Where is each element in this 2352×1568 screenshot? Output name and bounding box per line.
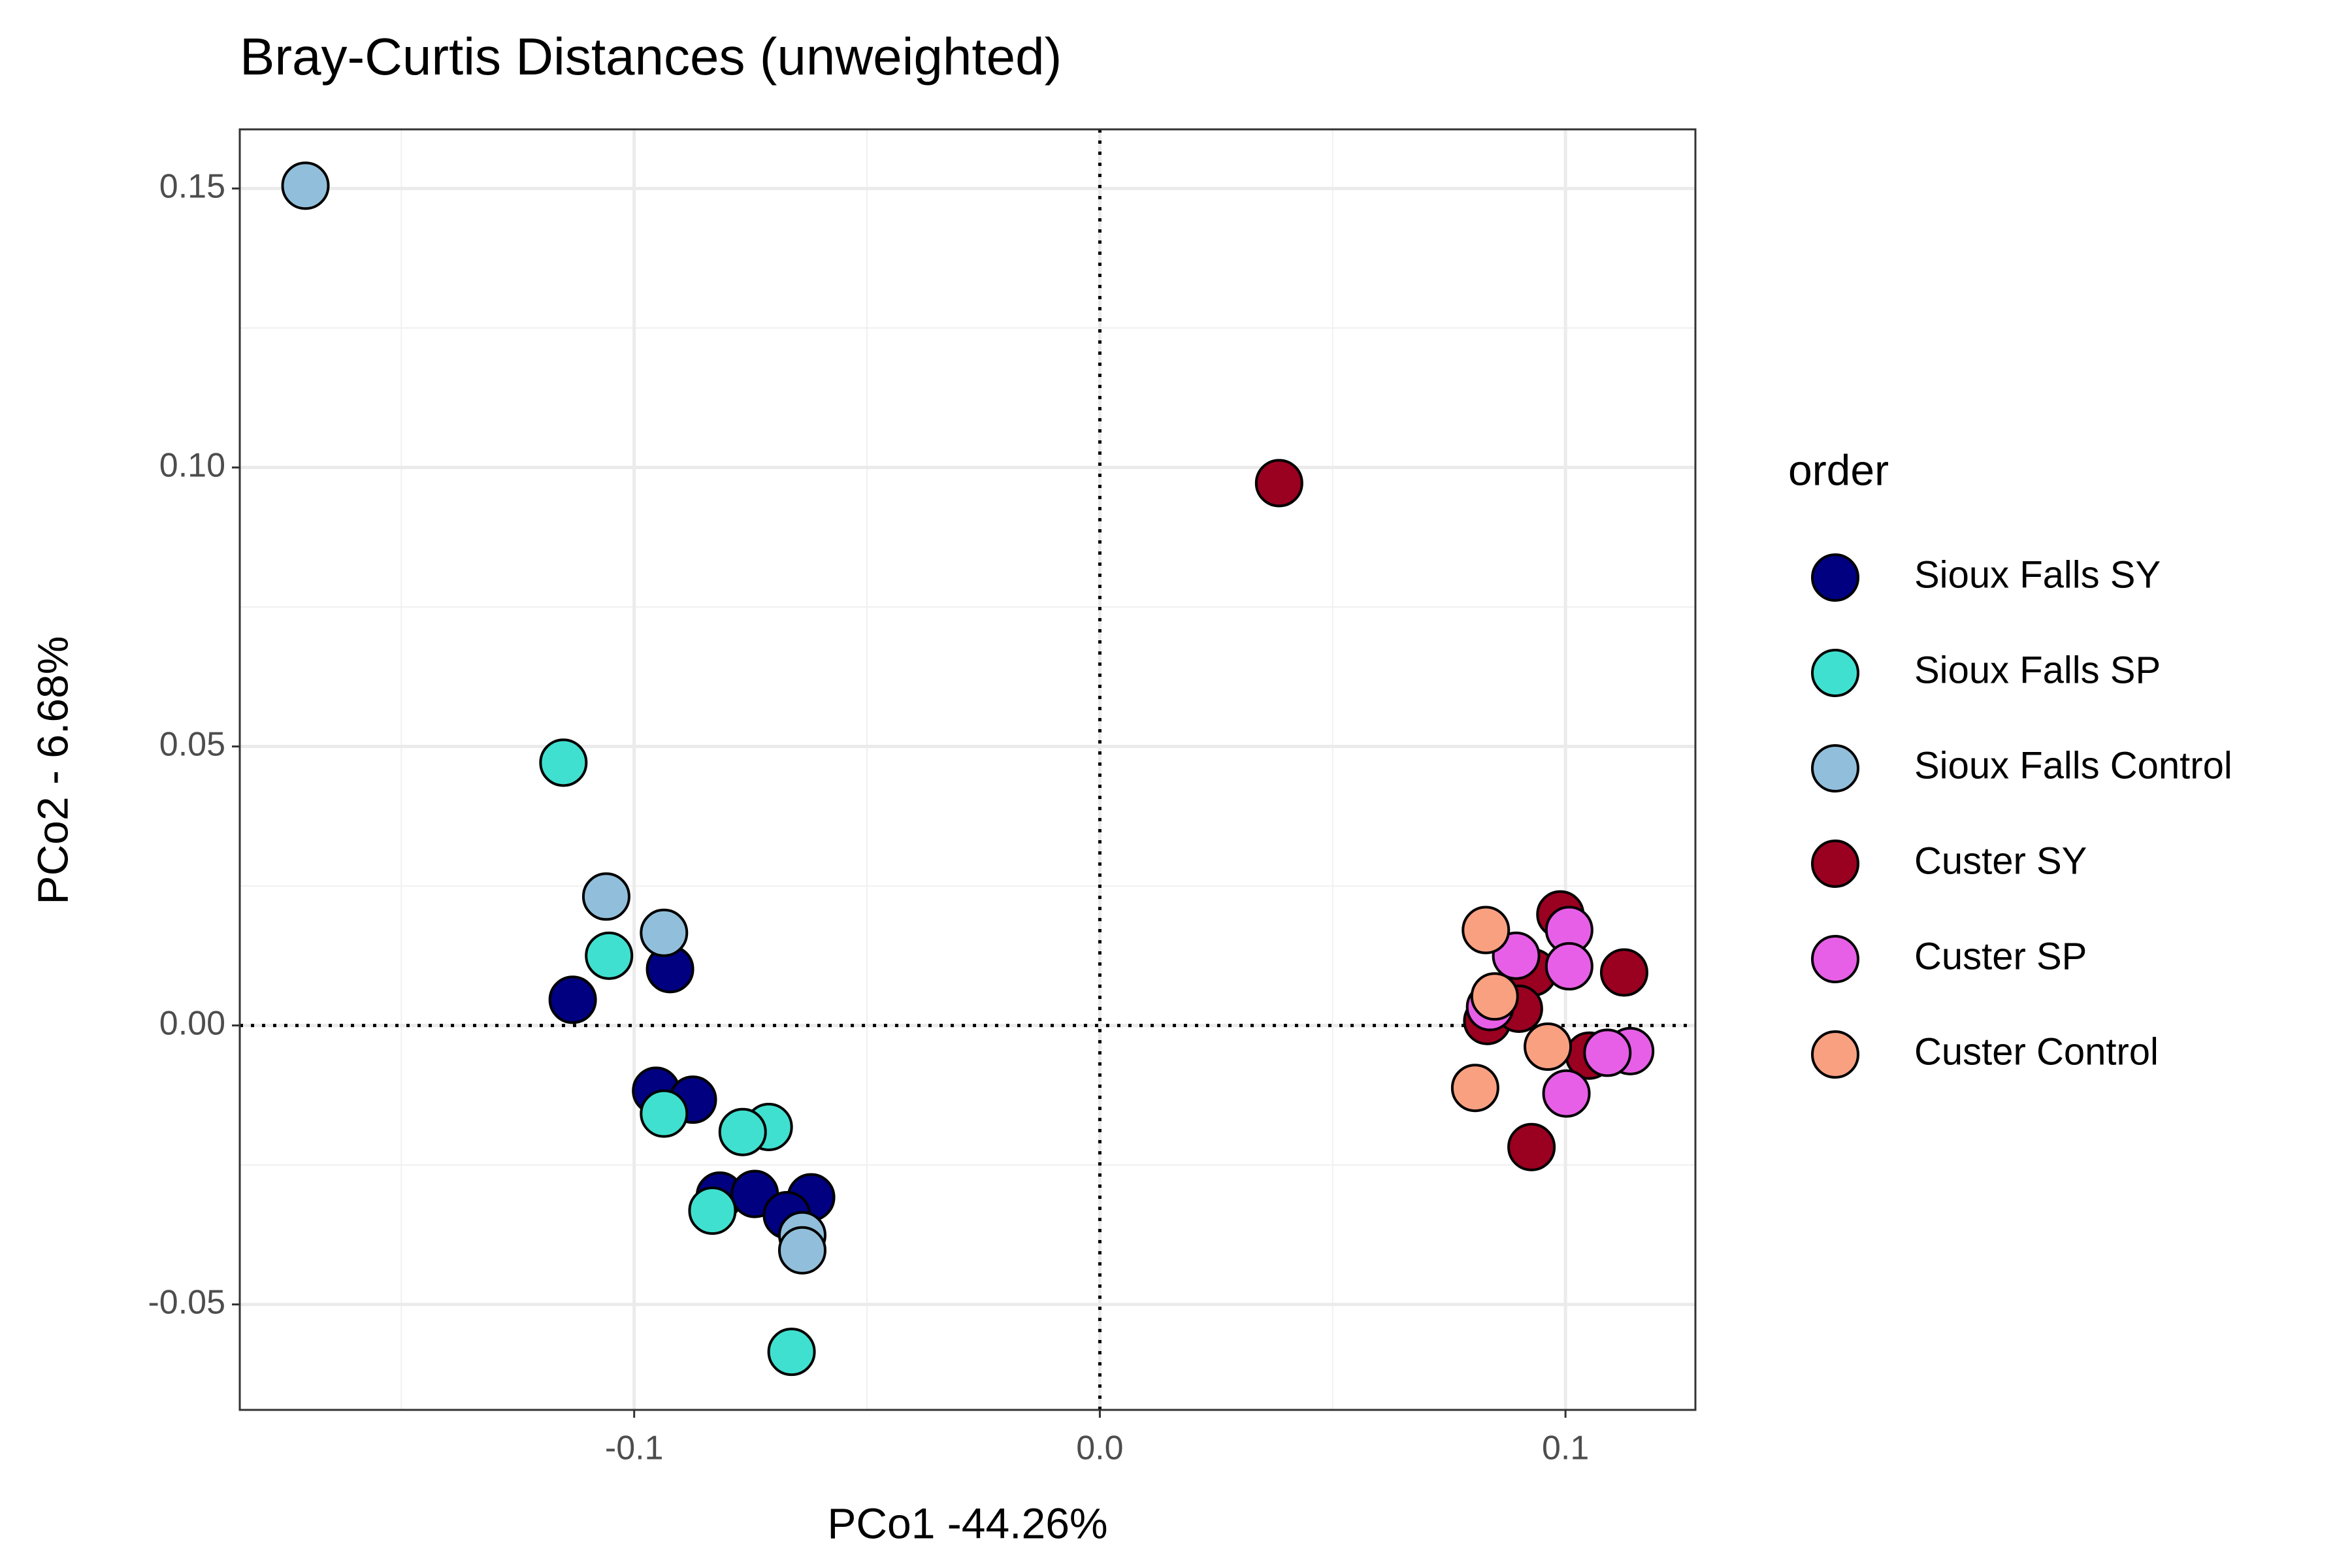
point — [640, 1089, 689, 1138]
point — [1599, 948, 1648, 997]
x-tick-label: 0.1 — [1542, 1429, 1589, 1467]
point — [1544, 942, 1593, 991]
legend-marker — [1811, 840, 1859, 888]
x-tick-label: -0.1 — [605, 1429, 664, 1467]
y-axis-label: PCo2 - 6.68% — [28, 636, 76, 905]
point — [1462, 906, 1511, 955]
point — [1524, 1022, 1573, 1071]
legend-marker — [1811, 553, 1859, 602]
chart-title: Bray-Curtis Distances (unweighted) — [240, 27, 1062, 86]
point — [1583, 1028, 1632, 1077]
point — [1470, 972, 1519, 1021]
x-axis-label: PCo1 -44.26% — [827, 1499, 1107, 1547]
point — [718, 1107, 767, 1156]
legend-title: order — [1788, 446, 1889, 494]
y-tick-label: 0.15 — [159, 167, 225, 205]
plot-border — [238, 128, 1697, 1411]
x-tick-label: 0.0 — [1076, 1429, 1123, 1467]
point — [777, 1226, 826, 1275]
legend-label: Custer SY — [1914, 840, 2087, 882]
legend-marker — [1811, 649, 1859, 697]
point — [640, 908, 689, 957]
legend-marker — [1811, 1030, 1859, 1079]
point — [585, 931, 634, 980]
legend-label: Sioux Falls Control — [1914, 744, 2232, 787]
point — [539, 738, 588, 787]
point — [1450, 1064, 1499, 1113]
y-tick-label: 0.05 — [159, 725, 225, 763]
legend-label: Custer SP — [1914, 935, 2087, 977]
y-tick-label: 0.10 — [159, 446, 225, 484]
legend-marker — [1811, 744, 1859, 792]
point — [767, 1328, 816, 1377]
point — [281, 161, 330, 210]
y-tick-label: 0.00 — [159, 1004, 225, 1042]
point — [688, 1186, 737, 1235]
point — [548, 975, 597, 1024]
legend-label: Sioux Falls SY — [1914, 553, 2161, 596]
point — [581, 872, 630, 921]
point — [1254, 459, 1303, 508]
y-tick-label: -0.05 — [148, 1283, 225, 1321]
legend-label: Custer Control — [1914, 1030, 2159, 1073]
point — [1542, 1069, 1591, 1118]
legend-marker — [1811, 935, 1859, 983]
legend-label: Sioux Falls SP — [1914, 649, 2161, 691]
point — [1507, 1122, 1556, 1171]
